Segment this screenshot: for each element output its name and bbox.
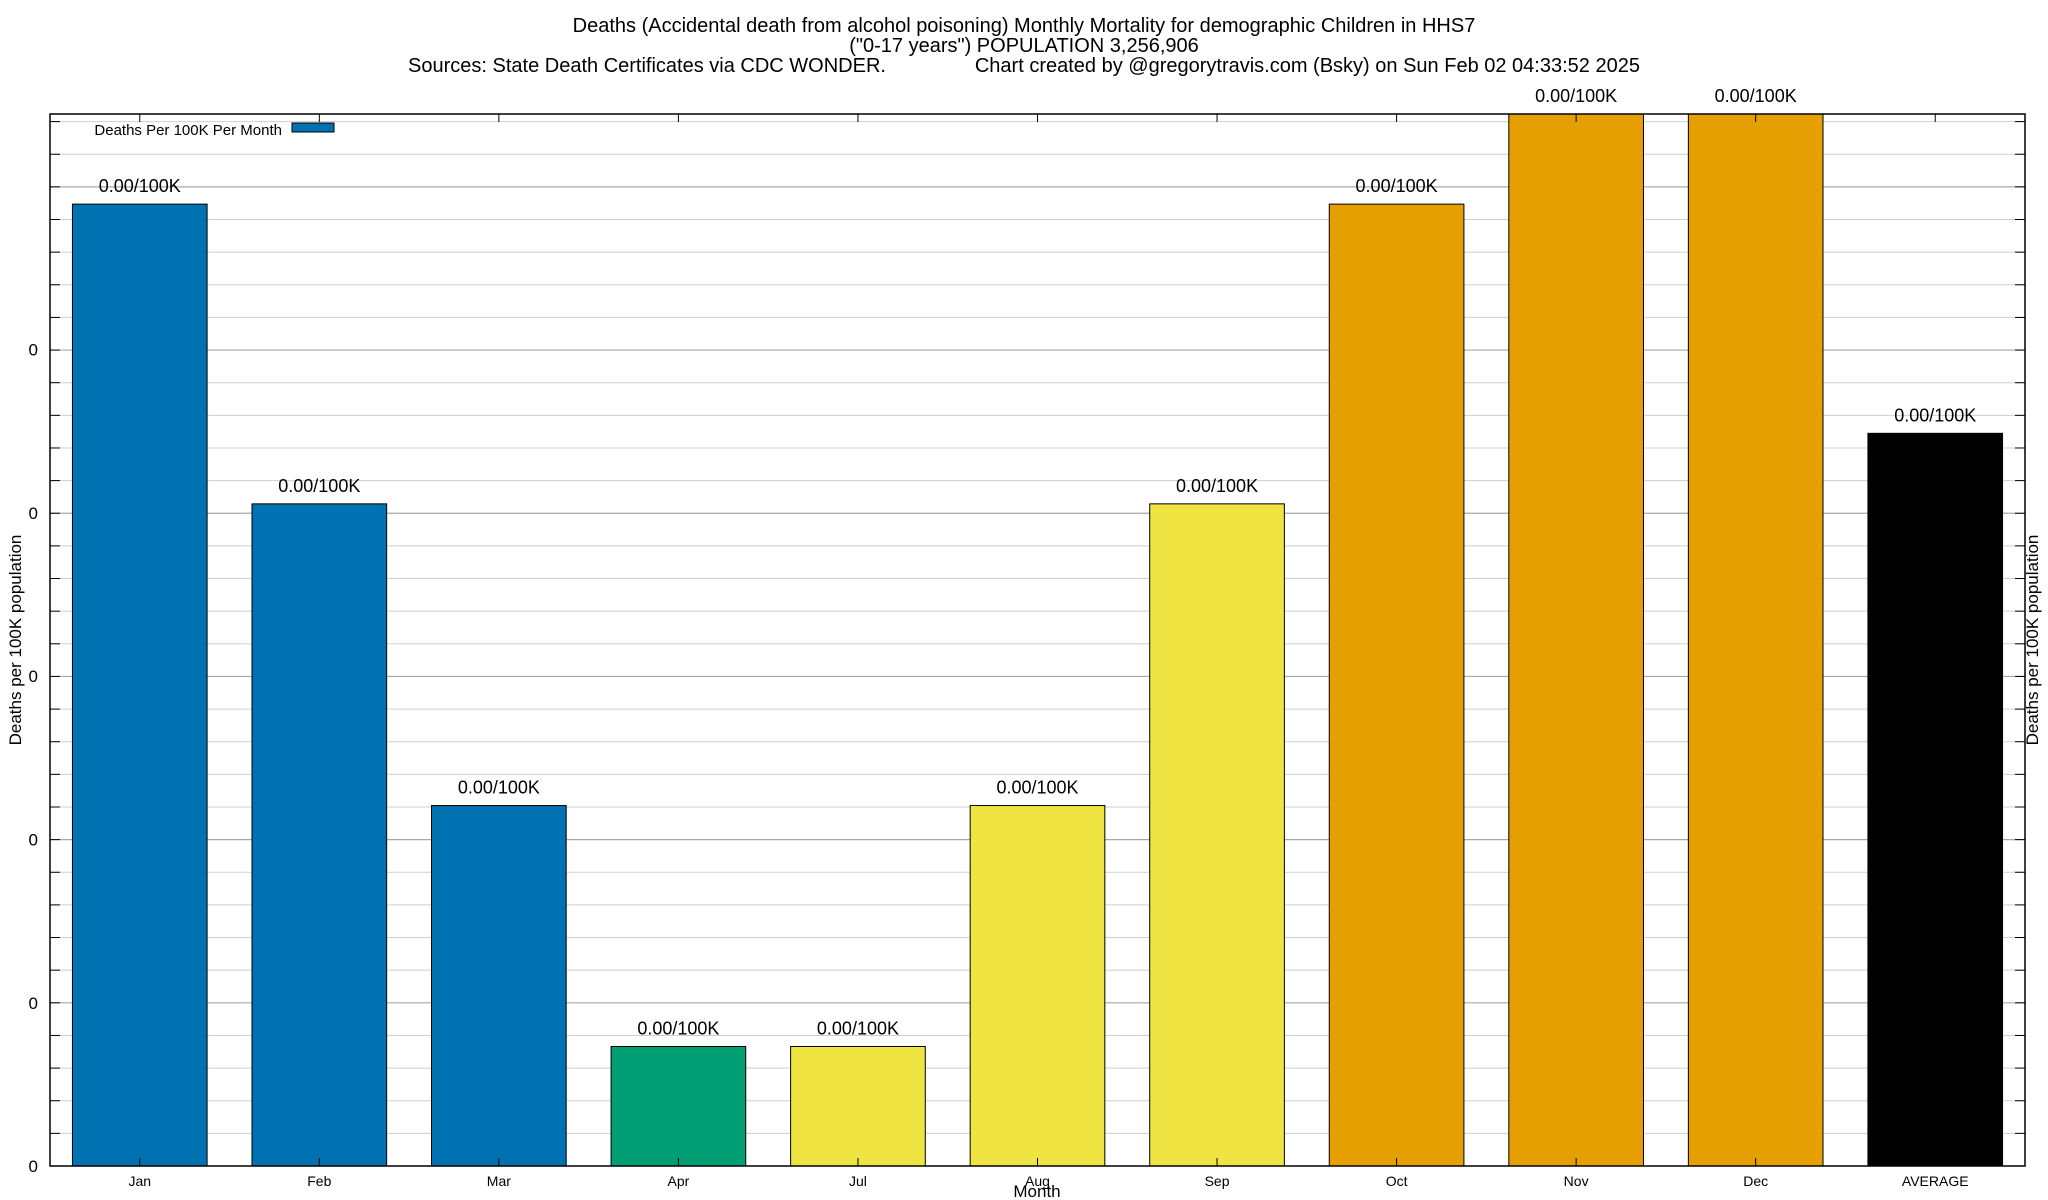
x-tick-label: Oct (1386, 1173, 1408, 1189)
x-tick-label: Nov (1564, 1173, 1589, 1189)
chart-title-line-3: Sources: State Death Certificates via CD… (408, 55, 1640, 77)
bar-value-label: 0.00/100K (1894, 405, 1976, 425)
x-tick-label: Mar (487, 1173, 511, 1189)
bar-value-label: 0.00/100K (1535, 86, 1617, 106)
bar-value-label: 0.00/100K (278, 476, 360, 496)
bar-average (1867, 432, 2004, 1167)
y-tick-label: 0 (29, 830, 38, 849)
bar-nov (1508, 113, 1644, 1167)
plot-frame (49, 113, 2026, 1167)
y-tick-label: 0 (29, 994, 38, 1013)
bar-value-label: 0.00/100K (458, 778, 540, 798)
bar-value-label: 0.00/100K (1715, 86, 1797, 106)
bar-apr (610, 1045, 747, 1167)
x-tick-label: Feb (307, 1173, 331, 1189)
y-tick-label: 0 (29, 1157, 38, 1176)
bar-dec (1687, 113, 1824, 1167)
bar-feb (251, 503, 388, 1167)
legend: Deaths Per 100K Per Month (94, 122, 335, 139)
chart-title-line-1: Deaths (Accidental death from alcohol po… (573, 15, 1476, 37)
y-tick-label: 0 (29, 667, 38, 686)
y-axis-label: Deaths per 100K population (6, 535, 25, 746)
bar-jan (71, 203, 208, 1167)
bar-sep (1149, 503, 1285, 1167)
x-axis-ticks: Jan Feb Mar Apr Jul Aug Sep Oct Nov Dec AVERAGE (128, 114, 1969, 1189)
y-tick-label: 0 (29, 504, 38, 523)
x-tick-label: Jan (128, 1173, 151, 1189)
bar-mar (431, 805, 567, 1167)
bar-aug (969, 805, 1106, 1167)
x-tick-label: Sep (1205, 1173, 1230, 1189)
bar-value-label: 0.00/100K (1176, 476, 1258, 496)
y-tick-label: 0 (29, 341, 38, 360)
bar-value-label: 0.00/100K (1356, 176, 1438, 196)
y-axis-ticks: 0 0 0 0 0 0 (29, 121, 2025, 1176)
x-tick-label: AVERAGE (1902, 1173, 1969, 1189)
x-tick-label: Apr (668, 1173, 690, 1189)
bar-value-labels: 0.00/100K 0.00/100K 0.00/100K 0.00/100K 0.00… (99, 86, 1977, 1038)
bar-value-label: 0.00/100K (817, 1018, 899, 1038)
x-tick-label: Jul (849, 1173, 867, 1189)
legend-swatch (291, 122, 335, 133)
y-axis-label-right: Deaths per 100K population (2023, 535, 2042, 746)
bar-value-label: 0.00/100K (99, 176, 181, 196)
x-tick-label: Dec (1743, 1173, 1768, 1189)
x-axis-label: Month (1013, 1182, 1060, 1200)
bar-oct (1328, 203, 1465, 1167)
bar-value-label: 0.00/100K (637, 1018, 719, 1038)
chart-title-line-2: ("0-17 years") POPULATION 3,256,906 (849, 35, 1199, 57)
x-tick-label: Aug (1025, 1173, 1050, 1189)
bar-value-label: 0.00/100K (996, 778, 1078, 798)
bars (71, 113, 2004, 1167)
bar-jul (790, 1045, 926, 1167)
legend-label: Deaths Per 100K Per Month (94, 122, 282, 139)
